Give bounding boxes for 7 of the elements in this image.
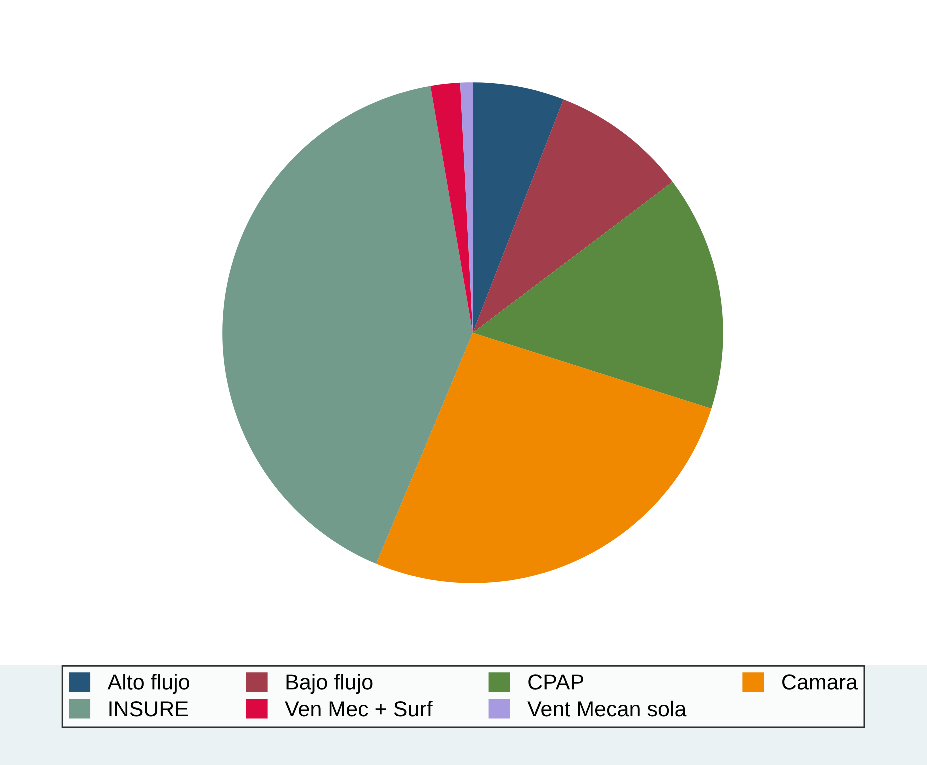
legend-label: Alto flujo (108, 674, 190, 694)
legend-label: Ven Mec + Surf (285, 700, 433, 717)
legend-label: CPAP (528, 674, 584, 690)
legend-label: Camara (782, 674, 858, 690)
legend-label: Vent Mecan sola (528, 700, 687, 717)
legend-label: Bajo flujo (286, 674, 373, 694)
legend-label: INSURE (110, 702, 188, 717)
